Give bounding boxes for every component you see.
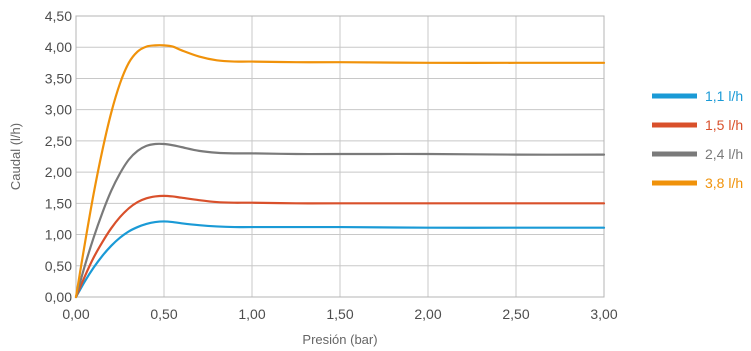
y-tick-label: 2,00 <box>45 164 72 180</box>
x-axis-title: Presión (bar) <box>302 332 377 347</box>
y-tick-label: 3,50 <box>45 70 72 86</box>
y-tick-label: 2,50 <box>45 133 72 149</box>
series-line-3 <box>74 142 606 299</box>
x-tick-label: 2,00 <box>414 306 441 322</box>
plot-border <box>75 15 605 298</box>
y-tick-label: 0,50 <box>45 258 72 274</box>
legend-label: 3,8 l/h <box>705 175 743 191</box>
plot-area-border <box>75 15 605 298</box>
x-tick-label: 0,50 <box>150 306 177 322</box>
series-line-2 <box>74 194 606 299</box>
legend-label: 1,1 l/h <box>705 88 743 104</box>
y-tick-label: 1,50 <box>45 195 72 211</box>
series-lines <box>74 44 606 299</box>
legend: 1,1 l/h 1,5 l/h 2,4 l/h 3,8 l/h <box>652 88 743 191</box>
x-tick-label: 3,00 <box>590 306 617 322</box>
x-tick-label: 2,50 <box>502 306 529 322</box>
y-tick-label: 4,00 <box>45 39 72 55</box>
y-tick-label: 4,50 <box>45 8 72 24</box>
legend-label: 1,5 l/h <box>705 117 743 133</box>
y-axis-title: Caudal (l/h) <box>8 123 23 190</box>
grid <box>75 15 605 298</box>
y-axis-ticks: 0,00 0,50 1,00 1,50 2,00 2,50 3,00 3,50 4,00 4,50 <box>45 8 72 305</box>
x-tick-label: 1,50 <box>326 306 353 322</box>
x-tick-label: 0,00 <box>62 306 89 322</box>
y-tick-label: 1,00 <box>45 227 72 243</box>
x-tick-label: 1,00 <box>238 306 265 322</box>
series-line-1 <box>74 220 606 299</box>
legend-label: 2,4 l/h <box>705 146 743 162</box>
y-tick-label: 3,00 <box>45 102 72 118</box>
x-axis-ticks: 0,00 0,50 1,00 1,50 2,00 2,50 3,00 <box>62 306 617 322</box>
y-tick-label: 0,00 <box>45 289 72 305</box>
series-line-4 <box>74 44 606 299</box>
